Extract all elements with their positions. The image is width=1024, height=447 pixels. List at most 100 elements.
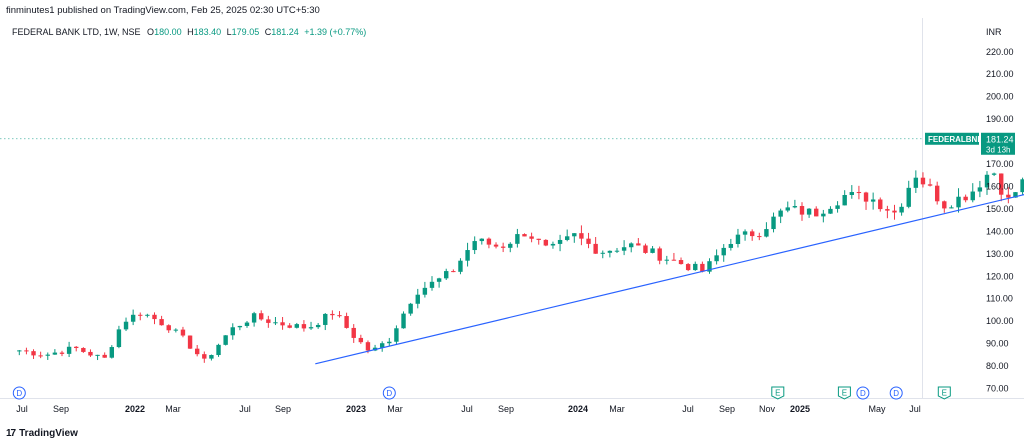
candle [259, 310, 264, 321]
candle [81, 347, 86, 353]
candle-body [130, 314, 136, 322]
candle-body [671, 259, 677, 261]
candle-body [636, 243, 641, 246]
candle [814, 206, 819, 217]
high-label: H [187, 27, 194, 37]
candle-body [102, 354, 107, 358]
currency-label[interactable]: INR [986, 27, 1002, 37]
candle [707, 258, 712, 274]
candle [650, 246, 655, 254]
time-tick-label: 2024 [568, 404, 588, 414]
candle [693, 261, 698, 271]
candle [999, 173, 1004, 202]
candle-body [116, 329, 122, 348]
candle-body [821, 213, 826, 217]
candle [315, 323, 321, 329]
candle [963, 194, 968, 203]
candle [749, 229, 755, 241]
candle [934, 181, 940, 205]
candle-body [1020, 179, 1024, 193]
earnings-marker-icon: E [771, 386, 785, 400]
candle [17, 350, 22, 356]
candle-body [436, 278, 442, 282]
change-value: +1.39 (+0.77%) [304, 27, 367, 37]
candle-body [444, 271, 449, 279]
price-axis[interactable]: 70.00 80.00 90.00 100.00 110.00 120.00 130.00 1… [986, 47, 1014, 394]
candle-body [643, 245, 648, 253]
candle [294, 322, 299, 329]
candle [550, 241, 556, 249]
candle [557, 234, 563, 252]
candle [223, 335, 228, 346]
candle-body [949, 207, 954, 209]
candle [771, 212, 776, 233]
candle [906, 180, 911, 209]
candle-body [194, 348, 200, 355]
candle-body [629, 243, 634, 248]
price-tick-label: 80.00 [986, 361, 1009, 371]
candle-body [593, 243, 598, 254]
candle-body [287, 325, 292, 328]
candle-body [785, 207, 790, 211]
candle [436, 277, 442, 288]
footer-brand[interactable]: 17 TradingView [6, 428, 78, 439]
candle-body [209, 355, 214, 359]
candle-body [173, 329, 179, 331]
candle-body [123, 321, 129, 330]
time-axis[interactable]: Jul Sep 2022 Mar Jul Sep 2023 Mar Jul Sep 2024 Mar J… [16, 404, 921, 414]
time-tick-label: Mar [165, 404, 181, 414]
candle [757, 232, 762, 241]
candle [714, 249, 719, 265]
symbol-title[interactable]: FEDERAL BANK LTD, 1W, NSE [12, 27, 141, 37]
candle-body [607, 250, 613, 253]
time-tick-label: Sep [498, 404, 514, 414]
candle-body [401, 313, 406, 329]
candle [515, 228, 520, 248]
candle-body [536, 238, 541, 240]
svg-text:E: E [775, 389, 780, 398]
candle [700, 261, 705, 273]
candle-body [970, 191, 975, 201]
candle [564, 229, 570, 242]
candle [194, 345, 200, 357]
candle [337, 311, 342, 318]
candle-body [74, 346, 79, 349]
time-tick-label: Sep [719, 404, 735, 414]
price-tick-label: 120.00 [986, 271, 1014, 281]
candle [878, 197, 883, 212]
candle-body [429, 281, 435, 288]
candle-body [792, 206, 798, 208]
candle [237, 325, 243, 331]
candle [330, 310, 335, 320]
candle-body [358, 337, 364, 343]
dividend-marker-icon: D [12, 386, 26, 400]
candle [45, 352, 50, 360]
candle-body [856, 192, 862, 194]
candle-body [479, 238, 484, 242]
price-tag [981, 132, 1015, 155]
candle [828, 206, 833, 214]
candle-body [934, 185, 940, 202]
candle-body [920, 177, 926, 185]
candle [52, 349, 58, 355]
candle [856, 185, 862, 200]
candle [486, 237, 492, 249]
price-tick-label: 110.00 [986, 294, 1013, 304]
candle-body [999, 173, 1004, 195]
time-tick-label: Sep [53, 404, 69, 414]
candle [308, 321, 314, 330]
time-tick-label: 2023 [346, 404, 366, 414]
price-tick-label: 160.00 [986, 181, 1014, 191]
candle-body [771, 216, 776, 230]
candle [785, 201, 790, 213]
candle [636, 238, 641, 246]
close-value: 181.24 [271, 27, 299, 37]
candle-body [237, 325, 243, 328]
candle-body [991, 173, 997, 175]
candle [166, 324, 171, 333]
open-label: O [147, 27, 155, 37]
candle-body [600, 252, 605, 254]
candle [885, 205, 890, 219]
